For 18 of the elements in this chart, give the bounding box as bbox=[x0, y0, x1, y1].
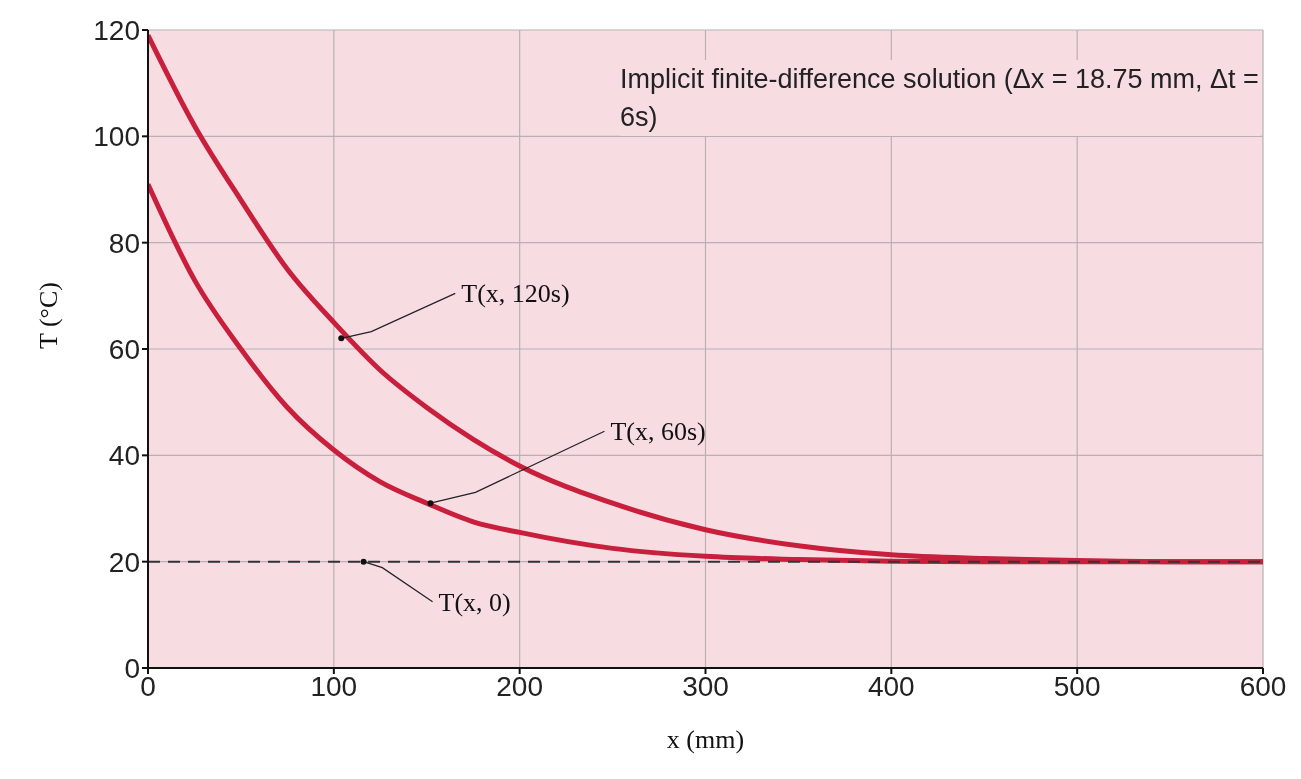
y-tick-label: 80 bbox=[108, 227, 140, 259]
y-tick-label: 20 bbox=[108, 546, 140, 578]
y-tick-label: 100 bbox=[93, 121, 140, 153]
y-tick-label: 60 bbox=[108, 333, 140, 365]
annotation: T(x, 0) bbox=[438, 587, 511, 617]
y-tick-label: 40 bbox=[108, 440, 140, 472]
x-tick-label: 200 bbox=[496, 670, 544, 702]
annotation: T(x, 60s) bbox=[610, 417, 706, 447]
x-tick-label: 300 bbox=[682, 670, 729, 702]
x-tick-label: 600 bbox=[1239, 670, 1287, 702]
annotation: T(x, 120s) bbox=[461, 279, 570, 309]
x-tick-label: 500 bbox=[1053, 670, 1101, 702]
x-tick-label: 400 bbox=[867, 670, 915, 702]
y-tick-label: 120 bbox=[93, 14, 140, 46]
x-axis-title: x (mm) bbox=[666, 725, 745, 754]
annotation: Implicit finite-difference solution (Δx = 18.75 mm, Δt = 6s) bbox=[620, 60, 1260, 136]
x-tick-label: 100 bbox=[310, 670, 358, 702]
y-axis-title: T (°C) bbox=[34, 282, 64, 349]
